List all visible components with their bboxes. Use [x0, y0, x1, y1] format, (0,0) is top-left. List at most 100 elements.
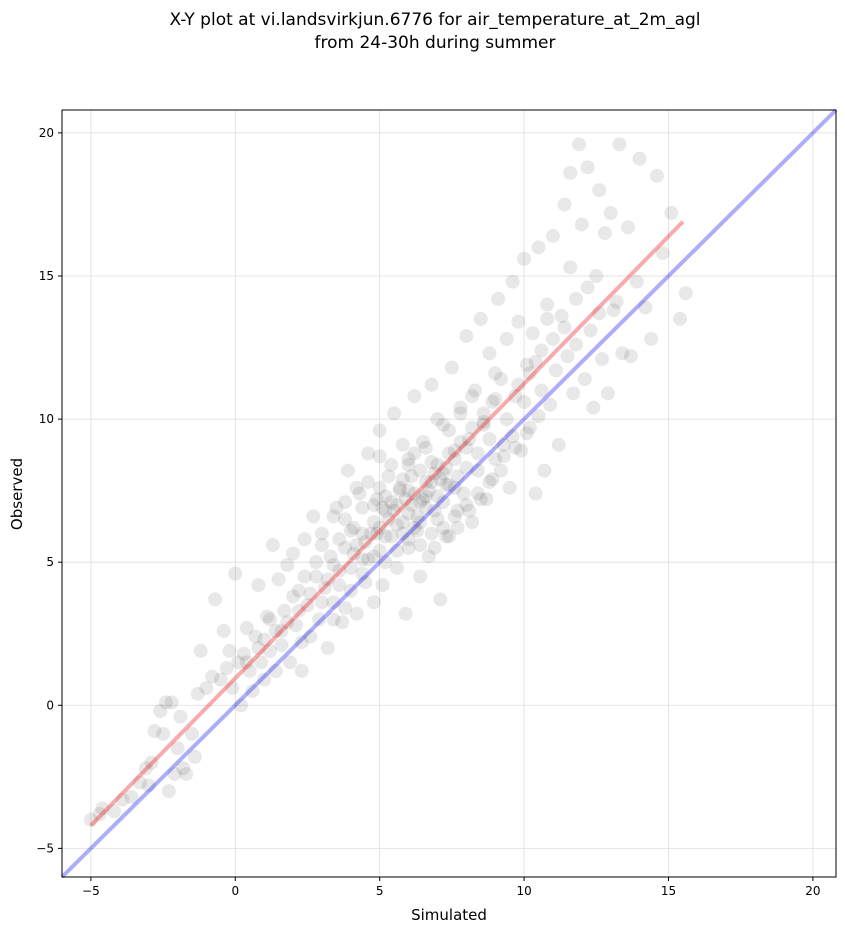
scatter-point — [355, 500, 370, 515]
scatter-point — [161, 784, 176, 799]
scatter-point — [453, 434, 468, 449]
scatter-point — [623, 349, 638, 364]
scatter-point — [496, 437, 511, 452]
scatter-point — [378, 529, 393, 544]
scatter-point — [392, 483, 407, 498]
scatter-point — [358, 575, 373, 590]
scatter-point — [450, 469, 465, 484]
scatter-point — [433, 592, 448, 607]
scatter-point — [404, 469, 419, 484]
scatter-point — [407, 520, 422, 535]
scatter-point — [268, 623, 283, 638]
scatter-point — [453, 406, 468, 421]
scatter-point — [499, 331, 514, 346]
scatter-point — [505, 274, 520, 289]
scatter-point — [439, 477, 454, 492]
scatter-point — [462, 432, 477, 447]
scatter-point — [545, 331, 560, 346]
scatter-point — [447, 443, 462, 458]
scatter-point — [306, 509, 321, 524]
scatter-point — [540, 297, 555, 312]
scatter-point — [378, 555, 393, 570]
scatter-point — [265, 538, 280, 553]
scatter-point — [398, 606, 413, 621]
scatter-point — [234, 698, 249, 713]
scatter-point — [343, 583, 358, 598]
scatter-point — [673, 311, 688, 326]
scatter-point — [372, 449, 387, 464]
scatter-point — [390, 543, 405, 558]
scatter-point — [418, 440, 433, 455]
scatter-point — [569, 337, 584, 352]
scatter-point — [493, 463, 508, 478]
scatter-point — [459, 440, 474, 455]
scatter-point — [465, 389, 480, 404]
scatter-point — [245, 683, 260, 698]
scatter-point — [338, 495, 353, 510]
scatter-point — [92, 807, 107, 822]
scatter-point — [413, 495, 428, 510]
scatter-point — [450, 503, 465, 518]
scatter-point — [190, 686, 205, 701]
scatter-point — [545, 228, 560, 243]
scatter-point — [548, 363, 563, 378]
scatter-point — [560, 349, 575, 364]
scatter-point — [401, 506, 416, 521]
scatter-point — [268, 663, 283, 678]
scatter-point — [338, 600, 353, 615]
scatter-point — [147, 724, 162, 739]
scatter-point — [225, 681, 240, 696]
scatter-point — [277, 603, 292, 618]
scatter-points — [83, 137, 693, 827]
scatter-point — [563, 165, 578, 180]
scatter-point — [326, 595, 341, 610]
scatter-point — [106, 804, 121, 819]
scatter-point — [499, 412, 514, 427]
scatter-point — [517, 394, 532, 409]
scatter-point — [557, 197, 572, 212]
chart-title-line-1: X-Y plot at vi.landsvirkjun.6776 for air… — [169, 10, 700, 30]
scatter-point — [537, 463, 552, 478]
scatter-point — [317, 580, 332, 595]
scatter-point — [595, 351, 610, 366]
scatter-point — [381, 512, 396, 527]
scatter-point — [416, 434, 431, 449]
scatter-point — [219, 661, 234, 676]
scatter-point — [352, 486, 367, 501]
scatter-point — [384, 457, 399, 472]
scatter-point — [436, 495, 451, 510]
y-axis-label: Observed — [8, 458, 26, 530]
scatter-point — [418, 475, 433, 490]
scatter-point — [280, 615, 295, 630]
scatter-point — [427, 466, 442, 481]
scatter-point — [349, 480, 364, 495]
scatter-point — [511, 377, 526, 392]
scatter-point — [465, 515, 480, 530]
scatter-point — [248, 629, 263, 644]
scatter-point — [320, 572, 335, 587]
scatter-point — [395, 526, 410, 541]
scatter-point — [436, 417, 451, 432]
scatter-point — [459, 497, 474, 512]
scatter-point — [592, 183, 607, 198]
scatter-point — [482, 346, 497, 361]
y-tick-label: −5 — [36, 841, 54, 855]
scatter-point — [606, 303, 621, 318]
scatter-point — [597, 226, 612, 241]
scatter-point — [416, 492, 431, 507]
scatter-point — [444, 360, 459, 375]
scatter-point — [297, 569, 312, 584]
scatter-point — [447, 480, 462, 495]
scatter-point — [297, 532, 312, 547]
scatter-point — [482, 475, 497, 490]
scatter-point — [326, 509, 341, 524]
scatter-point — [361, 552, 376, 567]
scatter-point — [332, 532, 347, 547]
scatter-point — [580, 280, 595, 295]
scatter-point — [583, 323, 598, 338]
scatter-point — [401, 483, 416, 498]
scatter-point — [528, 486, 543, 501]
scatter-point — [479, 492, 494, 507]
scatter-point — [459, 329, 474, 344]
